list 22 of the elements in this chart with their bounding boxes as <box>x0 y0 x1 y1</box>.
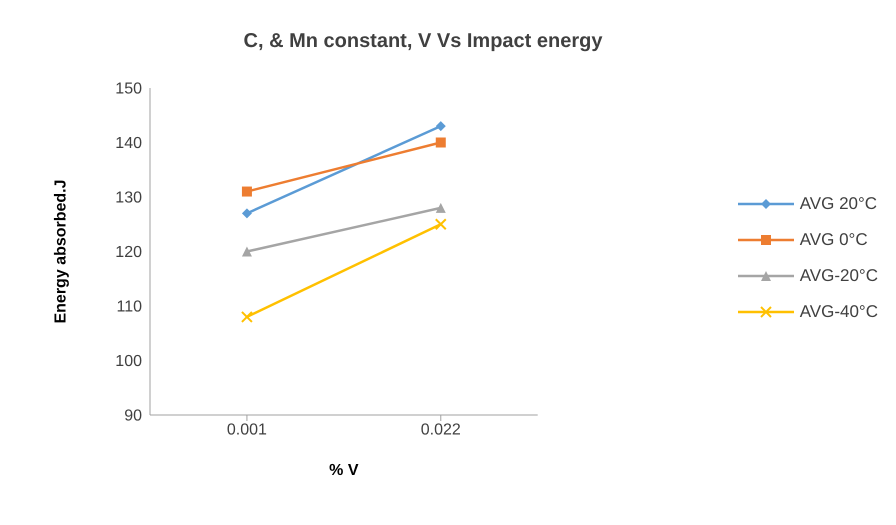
point <box>436 138 446 148</box>
point <box>240 310 253 323</box>
point <box>242 186 252 197</box>
point <box>434 218 447 230</box>
x-axis-title: % V <box>329 462 359 479</box>
legend-label: AVG 20°C <box>800 194 878 214</box>
y-tick-label: 150 <box>115 80 142 98</box>
legend-label: AVG-40°C <box>800 302 878 322</box>
y-axis-title: Energy absorbed.J <box>52 179 70 324</box>
y-tick-label: 120 <box>115 244 142 262</box>
point <box>242 208 252 218</box>
x-tick-label: 0.022 <box>420 421 461 438</box>
legend-label: AVG-20°C <box>800 266 878 286</box>
y-tick-label: 140 <box>115 135 142 152</box>
y-tick-label: 130 <box>115 190 142 207</box>
x-tick-label: 0.001 <box>226 421 268 438</box>
point <box>436 121 446 132</box>
y-tick-label: 90 <box>124 408 142 425</box>
y-tick-label: 110 <box>116 298 142 316</box>
legend-label: AVG 0°C <box>800 230 868 250</box>
chart-title: C, & Mn constant, V Vs Impact energy <box>242 30 604 53</box>
y-tick-label: 100 <box>115 353 142 370</box>
